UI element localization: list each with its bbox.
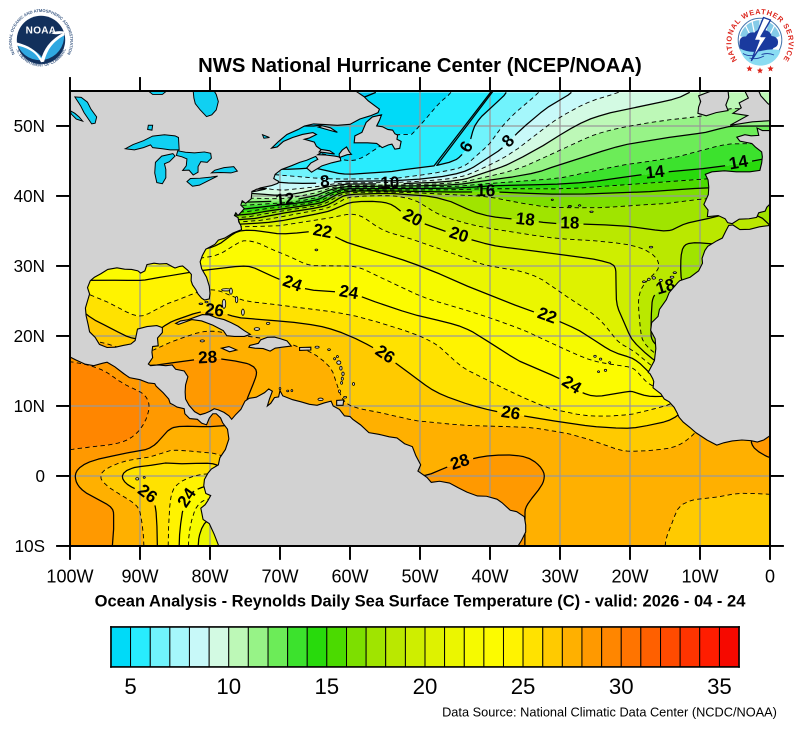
svg-text:8: 8: [319, 172, 330, 192]
svg-text:18: 18: [560, 213, 579, 232]
svg-text:26: 26: [500, 402, 522, 424]
svg-text:10: 10: [380, 173, 399, 192]
svg-text:NOAA: NOAA: [26, 26, 57, 37]
svg-text:25: 25: [511, 674, 536, 699]
svg-text:20N: 20N: [14, 327, 45, 346]
svg-text:12: 12: [275, 189, 296, 210]
svg-text:Data Source: National Climatic: Data Source: National Climatic Data Cent…: [442, 704, 777, 719]
svg-text:NWS National Hurricane Center: NWS National Hurricane Center (NCEP/NOAA…: [198, 55, 642, 77]
svg-text:10S: 10S: [15, 537, 45, 556]
svg-text:22: 22: [311, 220, 333, 242]
svg-text:15: 15: [314, 674, 339, 699]
svg-text:40N: 40N: [14, 187, 45, 206]
svg-text:20: 20: [447, 223, 471, 247]
svg-text:10N: 10N: [14, 397, 45, 416]
svg-text:0: 0: [765, 567, 775, 587]
svg-text:80W: 80W: [191, 567, 228, 587]
svg-text:60W: 60W: [331, 567, 368, 587]
svg-text:5: 5: [124, 674, 136, 699]
svg-text:16: 16: [476, 181, 495, 200]
svg-text:10W: 10W: [681, 567, 718, 587]
svg-text:14: 14: [644, 162, 665, 183]
svg-text:28: 28: [448, 450, 472, 474]
svg-text:18: 18: [515, 209, 536, 230]
svg-text:20W: 20W: [611, 567, 648, 587]
svg-text:14: 14: [727, 151, 749, 173]
svg-text:24: 24: [338, 281, 360, 303]
svg-text:Ocean Analysis - Reynolds Dail: Ocean Analysis - Reynolds Daily Sea Surf…: [95, 591, 747, 610]
svg-text:90W: 90W: [121, 567, 158, 587]
svg-text:30N: 30N: [14, 257, 45, 276]
svg-text:30: 30: [609, 674, 634, 699]
svg-text:0: 0: [36, 467, 46, 486]
svg-text:10: 10: [216, 674, 241, 699]
svg-text:28: 28: [198, 348, 218, 368]
svg-text:100W: 100W: [46, 567, 93, 587]
svg-text:35: 35: [707, 674, 732, 699]
svg-text:20: 20: [413, 674, 438, 699]
svg-text:40W: 40W: [471, 567, 508, 587]
svg-text:30W: 30W: [541, 567, 578, 587]
svg-text:50N: 50N: [14, 117, 45, 136]
svg-text:70W: 70W: [261, 567, 298, 587]
svg-text:50W: 50W: [401, 567, 438, 587]
